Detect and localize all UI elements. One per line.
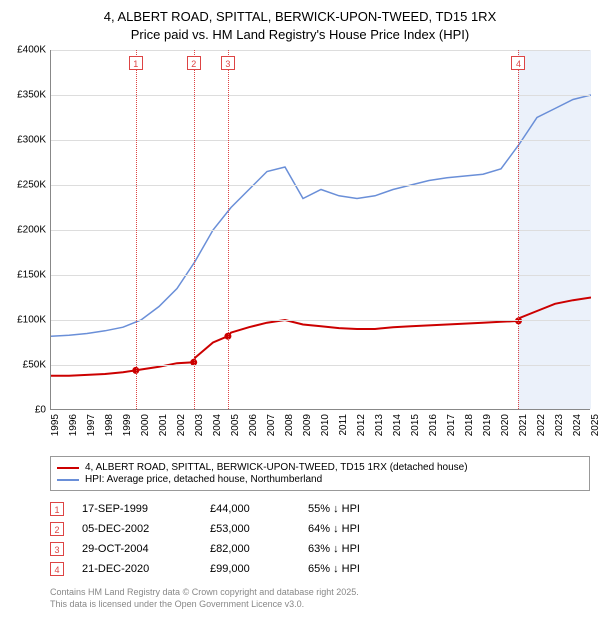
sales-row: 3 29-OCT-2004 £82,000 63% ↓ HPI (50, 539, 590, 559)
footnote-line-1: Contains HM Land Registry data © Crown c… (50, 587, 359, 597)
sale-marker-line (136, 50, 137, 409)
x-tick-label: 2015 (410, 414, 421, 436)
sales-row-marker: 1 (50, 502, 64, 516)
x-tick-label: 2001 (158, 414, 169, 436)
chart-area: £0£50K£100K£150K£200K£250K£300K£350K£400… (10, 50, 590, 450)
gridline (51, 140, 590, 141)
x-tick-label: 2013 (374, 414, 385, 436)
sales-row-hpi: 64% ↓ HPI (308, 523, 428, 535)
sales-row-price: £44,000 (210, 503, 290, 515)
footnote: Contains HM Land Registry data © Crown c… (50, 587, 590, 610)
x-tick-label: 2006 (248, 414, 259, 436)
chart-container: 4, ALBERT ROAD, SPITTAL, BERWICK-UPON-TW… (0, 0, 600, 619)
legend-swatch (57, 479, 79, 481)
gridline (51, 320, 590, 321)
title-line-1: 4, ALBERT ROAD, SPITTAL, BERWICK-UPON-TW… (104, 9, 497, 24)
sales-row-hpi: 63% ↓ HPI (308, 543, 428, 555)
x-tick-label: 2021 (518, 414, 529, 436)
x-tick-label: 2009 (302, 414, 313, 436)
gridline (51, 365, 590, 366)
x-tick-label: 2008 (284, 414, 295, 436)
gridline (51, 185, 590, 186)
x-tick-label: 2017 (446, 414, 457, 436)
hpi-line (51, 95, 591, 336)
gridline (51, 230, 590, 231)
legend-label: 4, ALBERT ROAD, SPITTAL, BERWICK-UPON-TW… (85, 462, 468, 473)
x-tick-label: 2025 (590, 414, 600, 436)
sales-row-marker: 2 (50, 522, 64, 536)
x-tick-label: 2019 (482, 414, 493, 436)
x-tick-label: 2010 (320, 414, 331, 436)
x-tick-label: 2004 (212, 414, 223, 436)
x-tick-label: 1996 (68, 414, 79, 436)
x-axis: 1995 1996 1997 1998 1999 2000 2001 2002 2003 2004… (50, 410, 590, 450)
y-tick-label: £350K (17, 90, 46, 101)
sale-marker-box: 3 (221, 56, 235, 70)
sales-row-price: £53,000 (210, 523, 290, 535)
sales-row: 4 21-DEC-2020 £99,000 65% ↓ HPI (50, 559, 590, 579)
sales-table: 1 17-SEP-1999 £44,000 55% ↓ HPI 2 05-DEC-2002… (50, 499, 590, 579)
y-tick-label: £50K (23, 360, 46, 371)
plot-area: 1 2 3 4 (50, 50, 590, 410)
gridline (51, 275, 590, 276)
x-tick-label: 1998 (104, 414, 115, 436)
x-tick-label: 1995 (50, 414, 61, 436)
y-tick-label: £0 (35, 405, 46, 416)
title-line-2: Price paid vs. HM Land Registry's House … (131, 27, 469, 42)
y-axis: £0£50K£100K£150K£200K£250K£300K£350K£400… (10, 50, 50, 410)
x-tick-label: 2024 (572, 414, 583, 436)
sales-row-marker: 3 (50, 542, 64, 556)
x-tick-label: 2023 (554, 414, 565, 436)
sales-row-marker: 4 (50, 562, 64, 576)
y-tick-label: £250K (17, 180, 46, 191)
sale-marker-line (194, 50, 195, 409)
sales-row-price: £99,000 (210, 563, 290, 575)
x-tick-label: 2000 (140, 414, 151, 436)
sales-row: 1 17-SEP-1999 £44,000 55% ↓ HPI (50, 499, 590, 519)
x-tick-label: 1997 (86, 414, 97, 436)
sale-marker-box: 2 (187, 56, 201, 70)
x-tick-label: 2011 (338, 414, 349, 436)
x-tick-label: 2012 (356, 414, 367, 436)
sale-marker-box: 1 (129, 56, 143, 70)
y-tick-label: £150K (17, 270, 46, 281)
legend: 4, ALBERT ROAD, SPITTAL, BERWICK-UPON-TW… (50, 456, 590, 491)
x-tick-label: 1999 (122, 414, 133, 436)
x-tick-label: 2020 (500, 414, 511, 436)
sales-row-date: 05-DEC-2002 (82, 523, 192, 535)
legend-item: 4, ALBERT ROAD, SPITTAL, BERWICK-UPON-TW… (57, 462, 583, 473)
gridline (51, 50, 590, 51)
sales-row-hpi: 65% ↓ HPI (308, 563, 428, 575)
sales-row-date: 17-SEP-1999 (82, 503, 192, 515)
y-tick-label: £300K (17, 135, 46, 146)
y-tick-label: £100K (17, 315, 46, 326)
x-tick-label: 2022 (536, 414, 547, 436)
sale-marker-line (228, 50, 229, 409)
x-tick-label: 2003 (194, 414, 205, 436)
sales-row-price: £82,000 (210, 543, 290, 555)
legend-item: HPI: Average price, detached house, Nort… (57, 474, 583, 485)
sale-marker-box: 4 (511, 56, 525, 70)
sales-row-hpi: 55% ↓ HPI (308, 503, 428, 515)
y-tick-label: £400K (17, 45, 46, 56)
x-tick-label: 2016 (428, 414, 439, 436)
sales-row-date: 29-OCT-2004 (82, 543, 192, 555)
legend-swatch (57, 467, 79, 469)
gridline (51, 95, 590, 96)
x-tick-label: 2014 (392, 414, 403, 436)
footnote-line-2: This data is licensed under the Open Gov… (50, 599, 304, 609)
x-tick-label: 2018 (464, 414, 475, 436)
chart-title: 4, ALBERT ROAD, SPITTAL, BERWICK-UPON-TW… (10, 8, 590, 44)
x-tick-label: 2007 (266, 414, 277, 436)
x-tick-label: 2005 (230, 414, 241, 436)
sale-marker-line (518, 50, 519, 409)
legend-label: HPI: Average price, detached house, Nort… (85, 474, 322, 485)
x-tick-label: 2002 (176, 414, 187, 436)
y-tick-label: £200K (17, 225, 46, 236)
sales-row: 2 05-DEC-2002 £53,000 64% ↓ HPI (50, 519, 590, 539)
sales-row-date: 21-DEC-2020 (82, 563, 192, 575)
